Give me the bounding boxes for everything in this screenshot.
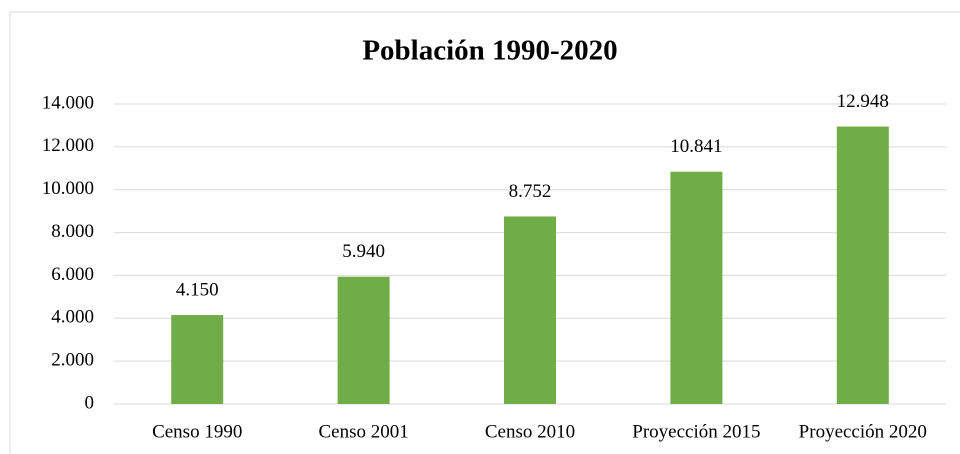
chart-title: Población 1990-2020 — [362, 35, 617, 67]
y-tick-label: 12.000 — [42, 135, 94, 156]
x-tick-label: Censo 1990 — [152, 421, 242, 442]
bar — [337, 276, 390, 404]
x-tick-label: Censo 2010 — [485, 421, 575, 442]
bar — [504, 216, 556, 404]
data-label: 5.940 — [342, 241, 385, 262]
bar — [670, 171, 723, 404]
y-tick-label: 8.000 — [51, 221, 94, 242]
chart-frame — [9, 11, 960, 454]
y-tick-label: 10.000 — [42, 178, 94, 199]
x-tick-label: Proyección 2020 — [799, 421, 927, 442]
y-tick-label: 4.000 — [51, 307, 94, 328]
data-label: 12.948 — [837, 91, 889, 112]
y-tick-label: 14.000 — [42, 92, 94, 113]
bar — [171, 315, 224, 404]
x-tick-label: Censo 2001 — [318, 421, 408, 442]
y-tick-label: 2.000 — [51, 350, 94, 371]
x-tick-label: Proyección 2015 — [632, 421, 760, 442]
y-tick-label: 0 — [85, 392, 95, 413]
bar — [836, 126, 889, 405]
data-label: 10.841 — [670, 136, 722, 157]
y-tick-label: 6.000 — [51, 264, 94, 285]
data-label: 4.150 — [176, 279, 219, 300]
data-label: 8.752 — [509, 181, 552, 202]
